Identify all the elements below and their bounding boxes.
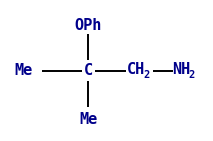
Text: CH: CH <box>127 62 145 77</box>
Text: 2: 2 <box>189 70 195 80</box>
Text: C: C <box>84 63 93 78</box>
Text: Me: Me <box>79 112 98 127</box>
Text: OPh: OPh <box>75 18 102 33</box>
Text: Me: Me <box>14 63 33 78</box>
Text: NH: NH <box>172 62 190 77</box>
Text: 2: 2 <box>144 70 150 80</box>
